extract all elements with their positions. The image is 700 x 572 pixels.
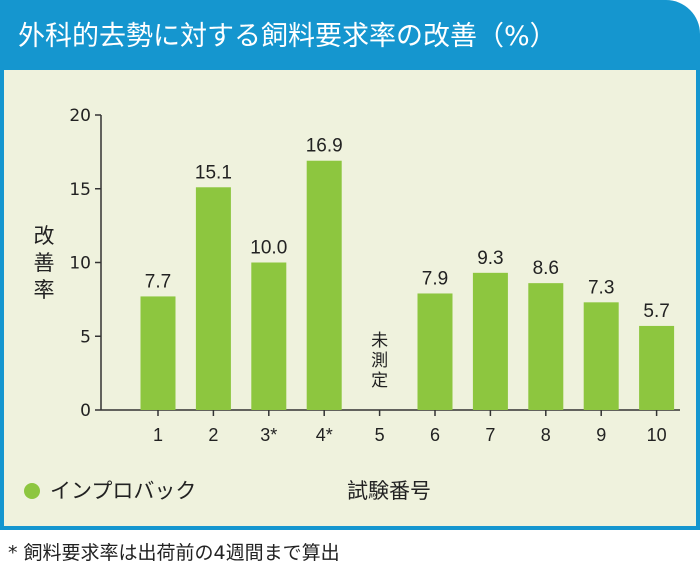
chart-title: 外科的去勢に対する飼料要求率の改善（%） bbox=[18, 21, 557, 52]
bar-value-label: 7.9 bbox=[422, 268, 448, 289]
bar bbox=[639, 325, 675, 410]
bar bbox=[140, 296, 176, 410]
bar bbox=[251, 262, 287, 410]
x-tick-label: 1 bbox=[153, 425, 163, 445]
bar-chart: 0 5 10 15 20 改善率 1 7.7 2 15.1 3* 10.0 4* 16.9 5 6 7.9 7 9.… bbox=[24, 106, 680, 503]
y-tick-label: 0 bbox=[80, 401, 91, 421]
bar-value-label: 5.7 bbox=[643, 301, 669, 322]
y-axis-label-char: 改 bbox=[34, 224, 55, 248]
bar-value-label: 7.7 bbox=[145, 271, 171, 292]
chart-panel: 0 5 10 15 20 改善率 1 7.7 2 15.1 3* 10.0 4* 16.9 5 6 7.9 7 9.… bbox=[0, 70, 700, 530]
y-axis-label-char: 率 bbox=[34, 278, 55, 302]
x-tick-label: 9 bbox=[596, 425, 606, 445]
y-tick-label: 10 bbox=[69, 254, 91, 274]
y-axis-label-char: 善 bbox=[34, 251, 55, 275]
x-tick-label: 3* bbox=[260, 425, 277, 445]
bar bbox=[472, 272, 508, 410]
x-tick-label: 2 bbox=[208, 425, 218, 445]
legend-marker bbox=[24, 483, 40, 499]
y-tick-label: 5 bbox=[80, 327, 91, 347]
bar-value-label: 10.0 bbox=[250, 238, 287, 259]
x-tick-label: 10 bbox=[647, 425, 667, 445]
x-tick-label: 6 bbox=[430, 425, 440, 445]
y-tick-label: 15 bbox=[69, 180, 91, 200]
bar bbox=[417, 293, 453, 410]
bar bbox=[195, 187, 231, 410]
bar bbox=[306, 160, 342, 410]
y-tick-label: 20 bbox=[69, 106, 91, 126]
x-tick-label: 4* bbox=[316, 425, 333, 445]
bar bbox=[583, 302, 619, 410]
bar-value-label: 9.3 bbox=[477, 248, 503, 269]
bar-value-label: 7.3 bbox=[588, 277, 614, 298]
bar bbox=[528, 283, 564, 410]
x-tick-label: 7 bbox=[485, 425, 495, 445]
not-measured-annotation-char: 測 bbox=[371, 351, 388, 371]
not-measured-annotation-char: 未 bbox=[371, 331, 388, 351]
x-tick-label: 5 bbox=[375, 425, 385, 445]
bar-value-label: 8.6 bbox=[533, 258, 559, 279]
bar-value-label: 16.9 bbox=[306, 136, 343, 157]
bar-value-label: 15.1 bbox=[195, 162, 232, 183]
legend-label: インプロバック bbox=[50, 479, 196, 503]
not-measured-annotation-char: 定 bbox=[371, 371, 388, 391]
x-tick-label: 8 bbox=[541, 425, 551, 445]
footnote: * 飼料要求率は出荷前の4週間まで算出 bbox=[8, 542, 340, 564]
x-axis-label: 試験番号 bbox=[347, 479, 431, 503]
title-banner: 外科的去勢に対する飼料要求率の改善（%） bbox=[0, 0, 700, 70]
